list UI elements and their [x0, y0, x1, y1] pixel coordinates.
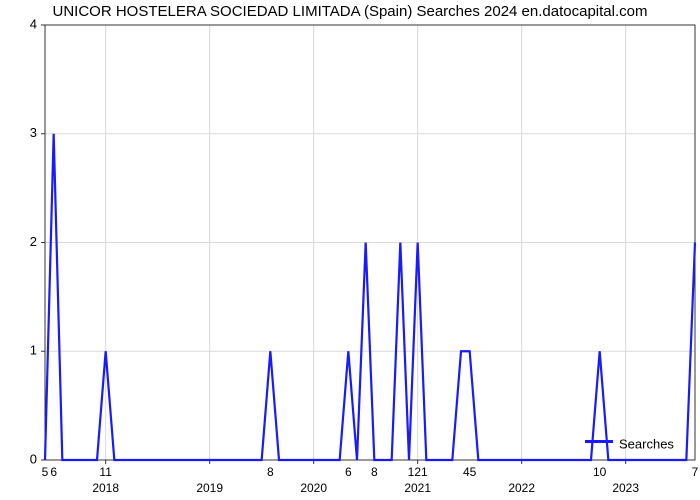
y-axis: 0 1 2 3 4: [30, 16, 45, 466]
x-value-label: 121: [408, 465, 428, 479]
y-tick-label: 1: [30, 343, 37, 358]
legend-label: Searches: [619, 436, 674, 451]
grid: [45, 25, 695, 460]
series-line: [45, 134, 695, 460]
x-year-label: 2018: [92, 481, 119, 495]
x-value-label: 11: [99, 465, 112, 479]
x-value-label: 8: [267, 465, 274, 479]
x-year-label: 2019: [196, 481, 223, 495]
y-tick-label: 3: [30, 125, 37, 140]
x-value-label: 7: [692, 465, 699, 479]
x-value-label: 5: [42, 465, 49, 479]
x-value-label: 6: [50, 465, 57, 479]
x-year-label: 2020: [300, 481, 327, 495]
x-value-label: 45: [463, 465, 477, 479]
x-axis: 201820192020202120222023561186812145107: [42, 460, 699, 495]
x-year-label: 2023: [612, 481, 639, 495]
legend-swatch: [585, 440, 613, 443]
legend: Searches: [585, 436, 674, 451]
x-year-label: 2022: [508, 481, 535, 495]
x-value-label: 6: [345, 465, 352, 479]
y-tick-label: 2: [30, 234, 37, 249]
chart-title: UNICOR HOSTELERA SOCIEDAD LIMITADA (Spai…: [53, 3, 648, 20]
x-year-label: 2021: [404, 481, 431, 495]
y-tick-label: 0: [30, 451, 37, 466]
searches-line-chart: UNICOR HOSTELERA SOCIEDAD LIMITADA (Spai…: [0, 0, 700, 500]
x-value-label: 10: [593, 465, 607, 479]
x-value-label: 8: [371, 465, 378, 479]
y-tick-label: 4: [30, 16, 37, 31]
